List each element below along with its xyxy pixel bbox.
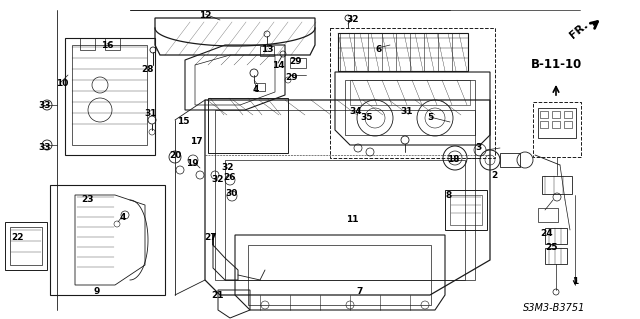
Text: 4: 4 bbox=[120, 212, 126, 221]
Text: 13: 13 bbox=[260, 44, 273, 54]
Text: 30: 30 bbox=[226, 189, 238, 197]
Bar bbox=[248, 245, 431, 305]
Bar bbox=[545, 248, 567, 264]
Text: 5: 5 bbox=[427, 114, 433, 122]
Bar bbox=[533, 102, 581, 157]
Text: 32: 32 bbox=[347, 16, 359, 25]
Text: 2: 2 bbox=[491, 170, 497, 180]
Text: 18: 18 bbox=[447, 155, 460, 165]
Text: 11: 11 bbox=[346, 216, 358, 225]
Bar bbox=[564, 121, 572, 128]
Bar bbox=[445, 190, 487, 230]
Bar bbox=[500, 153, 520, 167]
Bar bbox=[564, 111, 572, 118]
Text: S3M3-B3751: S3M3-B3751 bbox=[523, 303, 586, 313]
Bar bbox=[72, 45, 147, 145]
Bar bbox=[260, 46, 274, 56]
Bar bbox=[330, 28, 495, 158]
Text: 34: 34 bbox=[349, 107, 362, 115]
Text: 10: 10 bbox=[56, 78, 68, 87]
Bar bbox=[105, 38, 120, 50]
Text: 24: 24 bbox=[541, 229, 554, 239]
Text: 28: 28 bbox=[141, 65, 154, 75]
Bar bbox=[540, 111, 548, 118]
Text: 7: 7 bbox=[357, 287, 363, 296]
Bar bbox=[290, 58, 306, 68]
Text: 20: 20 bbox=[169, 151, 181, 160]
Text: 23: 23 bbox=[81, 196, 93, 204]
Text: 31: 31 bbox=[145, 108, 157, 117]
Text: 32: 32 bbox=[212, 175, 224, 184]
Text: B-11-10: B-11-10 bbox=[531, 58, 582, 71]
Text: 1: 1 bbox=[572, 278, 578, 286]
Text: 31: 31 bbox=[401, 108, 413, 116]
Bar bbox=[215, 110, 475, 280]
Text: 33: 33 bbox=[39, 101, 51, 110]
Bar bbox=[538, 108, 576, 138]
Bar bbox=[538, 208, 558, 222]
Bar bbox=[350, 80, 470, 105]
Bar bbox=[345, 80, 475, 135]
Text: 21: 21 bbox=[212, 292, 224, 300]
Text: 6: 6 bbox=[376, 44, 382, 54]
Text: 8: 8 bbox=[446, 191, 452, 201]
Text: 27: 27 bbox=[205, 233, 218, 241]
Text: 14: 14 bbox=[272, 62, 284, 70]
Text: 29: 29 bbox=[290, 57, 302, 66]
Bar bbox=[80, 38, 95, 50]
Text: 25: 25 bbox=[546, 243, 558, 253]
Bar bbox=[255, 83, 265, 91]
Text: 26: 26 bbox=[224, 174, 236, 182]
Text: 29: 29 bbox=[285, 73, 298, 83]
Text: 15: 15 bbox=[177, 116, 189, 125]
Text: 32: 32 bbox=[221, 164, 234, 173]
Text: 9: 9 bbox=[94, 286, 100, 295]
Bar bbox=[225, 160, 465, 280]
Bar bbox=[552, 111, 560, 118]
Bar bbox=[208, 98, 288, 153]
Bar bbox=[338, 33, 468, 71]
Text: 33: 33 bbox=[39, 144, 51, 152]
Bar bbox=[545, 228, 567, 244]
Text: 3: 3 bbox=[475, 144, 481, 152]
Text: FR.: FR. bbox=[568, 19, 590, 41]
Bar bbox=[450, 195, 482, 225]
Bar bbox=[10, 227, 42, 265]
Text: 35: 35 bbox=[361, 114, 373, 122]
Bar bbox=[540, 121, 548, 128]
Text: 22: 22 bbox=[12, 233, 24, 241]
Bar bbox=[552, 121, 560, 128]
Text: 16: 16 bbox=[100, 41, 113, 49]
Text: 12: 12 bbox=[199, 11, 211, 19]
Bar bbox=[542, 176, 572, 194]
Text: 4: 4 bbox=[253, 85, 259, 93]
Text: 19: 19 bbox=[186, 159, 198, 167]
Text: 17: 17 bbox=[189, 137, 202, 146]
Bar bbox=[5, 222, 47, 270]
